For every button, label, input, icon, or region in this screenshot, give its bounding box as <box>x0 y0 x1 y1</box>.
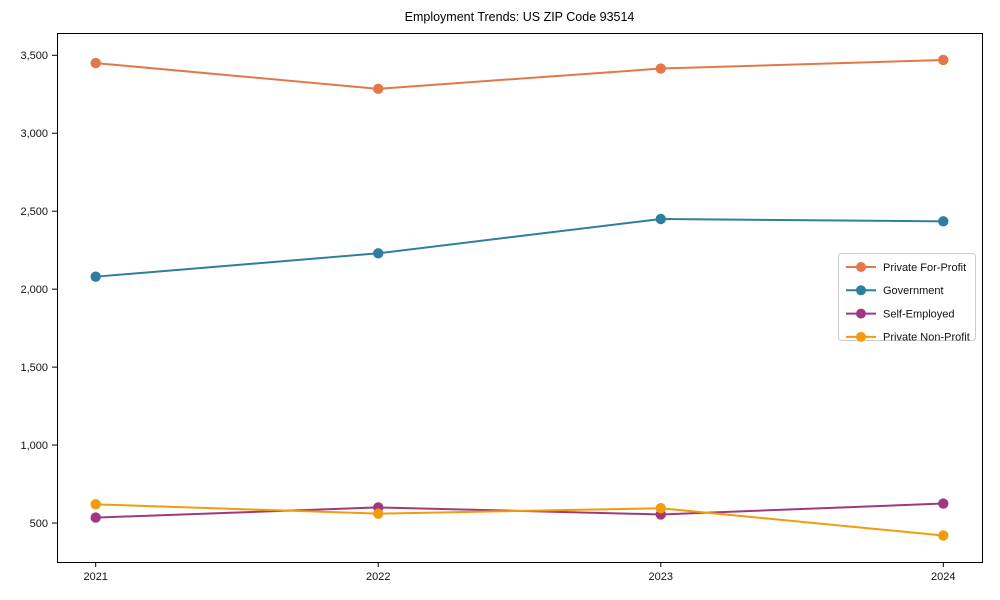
data-point-self-employed <box>938 498 949 509</box>
y-tick-label: 2,000 <box>20 284 48 296</box>
data-point-government <box>655 213 666 225</box>
plot-area-border <box>57 33 983 563</box>
legend-label-private-non-profit: Private Non-Profit <box>883 332 970 344</box>
data-point-private-for-profit <box>938 54 949 66</box>
y-tick-label: 3,000 <box>20 128 48 140</box>
y-tick-label: 2,500 <box>20 206 48 218</box>
y-tick-label: 1,000 <box>20 440 48 452</box>
series-line-private-for-profit <box>95 58 944 90</box>
legend-marker-private-non-profit <box>856 331 866 342</box>
legend-marker-self-employed <box>856 308 866 319</box>
series-line-private-non-profit <box>95 503 944 537</box>
data-point-private-non-profit <box>938 530 949 541</box>
data-point-government <box>373 248 384 259</box>
y-tick-label: 500 <box>30 518 48 530</box>
data-point-private-for-profit <box>373 83 384 95</box>
x-tick-label: 2022 <box>366 571 390 583</box>
legend-box <box>838 253 976 341</box>
legend-label-self-employed: Self-Employed <box>883 308 955 320</box>
legend-label-private-for-profit: Private For-Profit <box>883 262 966 274</box>
series-line-government <box>95 217 944 278</box>
y-tick-label: 1,500 <box>20 362 48 374</box>
x-tick-label: 2021 <box>83 571 107 583</box>
data-point-private-non-profit <box>90 499 101 510</box>
chart-title: Employment Trends: US ZIP Code 93514 <box>404 10 635 24</box>
x-tick-label: 2024 <box>931 571 955 583</box>
data-point-private-non-profit <box>655 503 666 514</box>
data-point-private-for-profit <box>655 63 666 74</box>
data-point-private-for-profit <box>90 57 101 69</box>
data-point-government <box>90 271 101 282</box>
y-tick-label: 3,500 <box>20 50 48 62</box>
data-point-self-employed <box>90 512 101 523</box>
legend-marker-private-for-profit <box>856 262 866 272</box>
x-tick-label: 2023 <box>649 571 673 583</box>
data-point-private-non-profit <box>373 508 384 519</box>
data-point-government <box>938 216 949 227</box>
legend-marker-government <box>856 285 866 296</box>
legend-label-government: Government <box>883 285 944 297</box>
